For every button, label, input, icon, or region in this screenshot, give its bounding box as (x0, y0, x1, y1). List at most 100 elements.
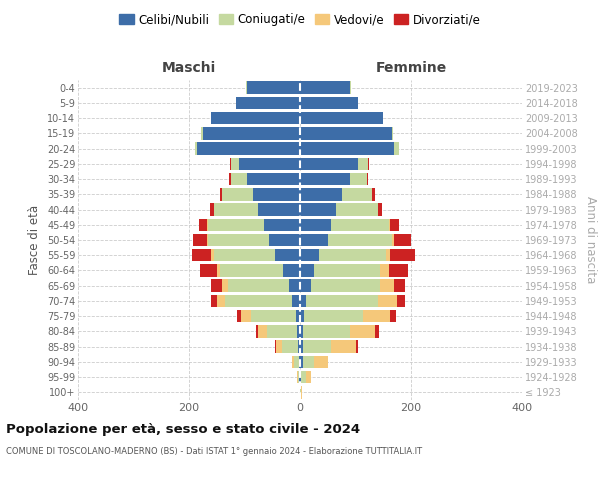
Legend: Celibi/Nubili, Coniugati/e, Vedovi/e, Divorziati/e: Celibi/Nubili, Coniugati/e, Vedovi/e, Di… (115, 8, 485, 31)
Bar (292, 294, 300, 307)
Bar (209, 204, 214, 216)
Bar (296, 310, 300, 322)
Bar (251, 310, 296, 322)
Bar (241, 310, 251, 322)
Bar (389, 218, 391, 231)
Bar (289, 280, 300, 292)
Bar (392, 234, 394, 246)
Bar (217, 264, 220, 276)
Bar (300, 280, 311, 292)
Bar (283, 264, 300, 276)
Bar (394, 142, 399, 155)
Bar (380, 280, 394, 292)
Bar (208, 218, 264, 231)
Bar (350, 325, 375, 338)
Bar (392, 127, 393, 140)
Bar (200, 264, 217, 276)
Bar (264, 218, 300, 231)
Bar (300, 173, 350, 186)
Bar (300, 142, 394, 155)
Bar (269, 234, 300, 246)
Bar (303, 356, 314, 368)
Bar (281, 340, 298, 353)
Bar (297, 325, 300, 338)
Bar (300, 340, 303, 353)
Bar (328, 234, 392, 246)
Bar (300, 112, 383, 124)
Text: Maschi: Maschi (162, 62, 216, 76)
Bar (220, 264, 283, 276)
Bar (300, 264, 314, 276)
Bar (391, 218, 399, 231)
Bar (300, 82, 350, 94)
Bar (386, 249, 391, 262)
Bar (378, 204, 382, 216)
Bar (275, 340, 276, 353)
Bar (305, 294, 378, 307)
Bar (214, 249, 275, 262)
Bar (391, 249, 415, 262)
Bar (211, 280, 223, 292)
Bar (311, 280, 380, 292)
Bar (391, 310, 396, 322)
Bar (236, 96, 300, 109)
Bar (368, 158, 370, 170)
Bar (256, 325, 259, 338)
Text: Popolazione per età, sesso e stato civile - 2024: Popolazione per età, sesso e stato civil… (6, 422, 360, 436)
Bar (300, 356, 303, 368)
Bar (301, 386, 302, 398)
Bar (319, 249, 386, 262)
Bar (211, 112, 300, 124)
Bar (394, 234, 411, 246)
Bar (358, 158, 368, 170)
Bar (350, 82, 351, 94)
Bar (380, 264, 389, 276)
Bar (223, 188, 253, 200)
Bar (394, 280, 406, 292)
Bar (300, 96, 358, 109)
Bar (246, 82, 247, 94)
Bar (247, 82, 300, 94)
Bar (259, 204, 300, 216)
Bar (305, 371, 311, 384)
Bar (225, 294, 292, 307)
Bar (314, 356, 328, 368)
Bar (300, 127, 392, 140)
Bar (239, 158, 300, 170)
Bar (298, 340, 300, 353)
Bar (197, 142, 300, 155)
Bar (298, 371, 299, 384)
Y-axis label: Anni di nascita: Anni di nascita (584, 196, 597, 284)
Bar (230, 173, 247, 186)
Bar (363, 310, 391, 322)
Bar (208, 234, 269, 246)
Bar (194, 142, 197, 155)
Bar (300, 204, 336, 216)
Bar (300, 325, 303, 338)
Bar (300, 234, 328, 246)
Bar (336, 204, 378, 216)
Bar (292, 356, 295, 368)
Bar (220, 188, 223, 200)
Bar (301, 371, 305, 384)
Bar (397, 294, 406, 307)
Bar (300, 158, 358, 170)
Bar (300, 294, 305, 307)
Bar (211, 294, 217, 307)
Bar (356, 340, 358, 353)
Bar (193, 234, 207, 246)
Bar (300, 310, 304, 322)
Bar (230, 158, 239, 170)
Bar (389, 264, 408, 276)
Bar (295, 356, 299, 368)
Bar (350, 173, 367, 186)
Bar (276, 340, 281, 353)
Bar (214, 204, 259, 216)
Bar (300, 371, 301, 384)
Bar (331, 218, 389, 231)
Bar (253, 188, 300, 200)
Bar (201, 127, 203, 140)
Text: Femmine: Femmine (376, 62, 446, 76)
Bar (303, 325, 350, 338)
Bar (207, 234, 208, 246)
